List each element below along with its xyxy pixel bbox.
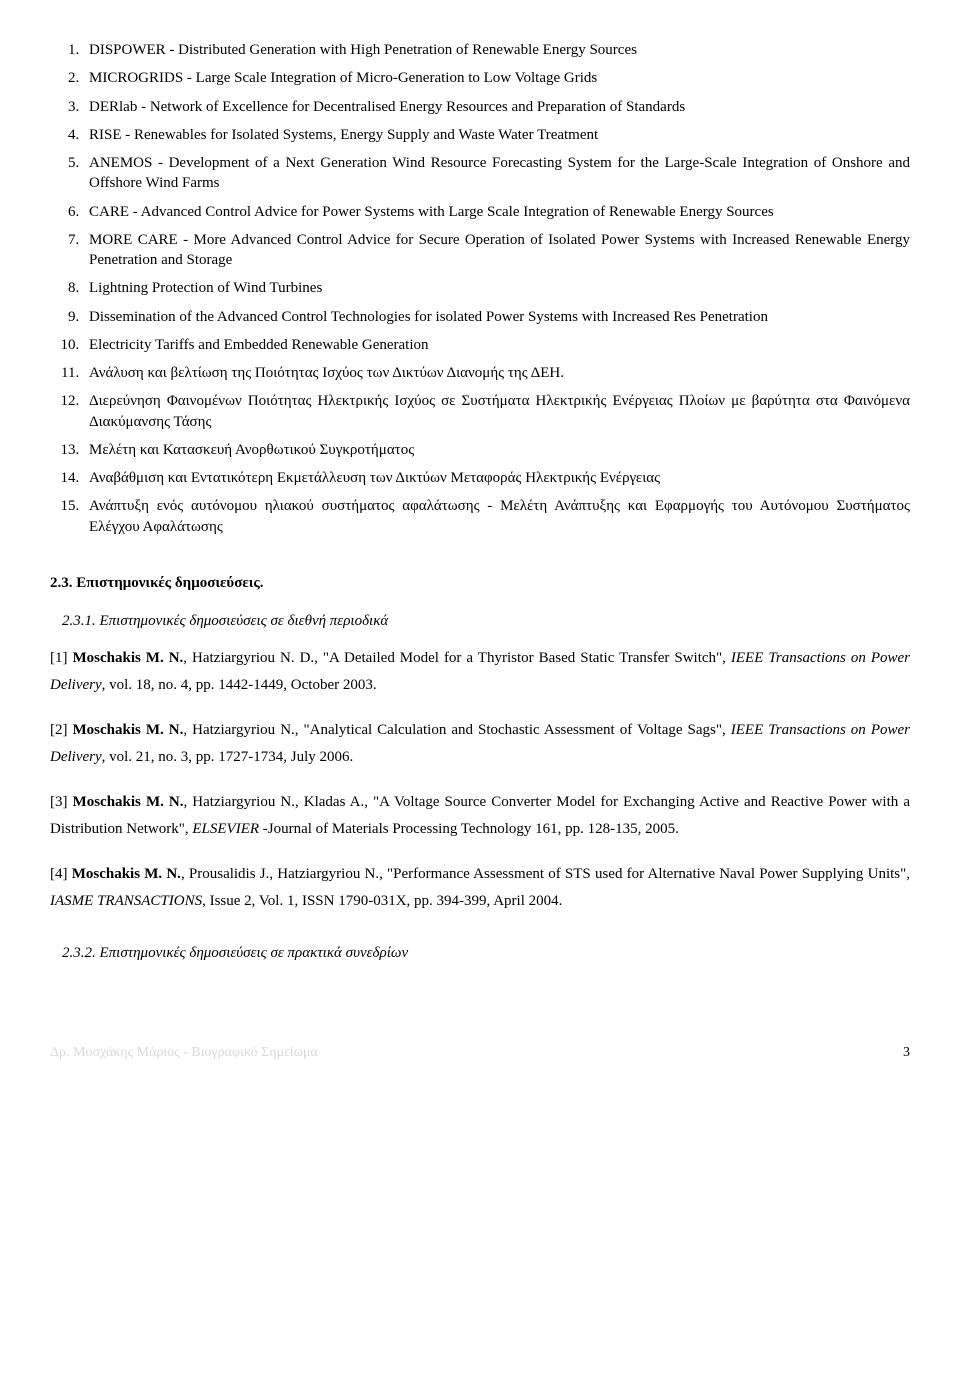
footer-author: Δρ. Μοσχάκης Μάριος - Βιογραφικό Σημείωμ… [50,1045,318,1060]
page-number: 3 [903,1044,910,1063]
project-item: Διερεύνηση Φαινομένων Ποιότητας Ηλεκτρικ… [83,391,910,432]
publication-item: [4] Moschakis M. N., Prousalidis J., Hat… [50,861,910,915]
project-item: MICROGRIDS - Large Scale Integration of … [83,68,910,88]
project-item: Αναβάθμιση και Εντατικότερη Εκμετάλλευση… [83,468,910,488]
section-title: 2.3. Επιστημονικές δημοσιεύσεις. [50,573,910,593]
project-item: Lightning Protection of Wind Turbines [83,278,910,298]
page-footer: Δρ. Μοσχάκης Μάριος - Βιογραφικό Σημείωμ… [50,1044,910,1063]
project-item: DISPOWER - Distributed Generation with H… [83,40,910,60]
subsection-1: 2.3.1. Επιστημονικές δημοσιεύσεις σε διε… [62,611,910,631]
project-item: DERlab - Network of Excellence for Decen… [83,97,910,117]
project-item: ANEMOS - Development of a Next Generatio… [83,153,910,194]
project-item: CARE - Advanced Control Advice for Power… [83,202,910,222]
project-list: DISPOWER - Distributed Generation with H… [50,40,910,537]
project-item: Ανάπτυξη ενός αυτόνομου ηλιακού συστήματ… [83,496,910,537]
project-item: RISE - Renewables for Isolated Systems, … [83,125,910,145]
project-item: Electricity Tariffs and Embedded Renewab… [83,335,910,355]
project-item: Μελέτη και Κατασκευή Ανορθωτικού Συγκροτ… [83,440,910,460]
publication-item: [3] Moschakis M. N., Hatziargyriou N., K… [50,789,910,843]
subsection-2: 2.3.2. Επιστημονικές δημοσιεύσεις σε πρα… [62,943,910,963]
publication-item: [1] Moschakis M. N., Hatziargyriou N. D.… [50,645,910,699]
project-item: Ανάλυση και βελτίωση της Ποιότητας Ισχύο… [83,363,910,383]
publication-item: [2] Moschakis M. N., Hatziargyriou N., "… [50,717,910,771]
project-item: MORE CARE - More Advanced Control Advice… [83,230,910,271]
publication-list: [1] Moschakis M. N., Hatziargyriou N. D.… [50,645,910,915]
project-item: Dissemination of the Advanced Control Te… [83,307,910,327]
